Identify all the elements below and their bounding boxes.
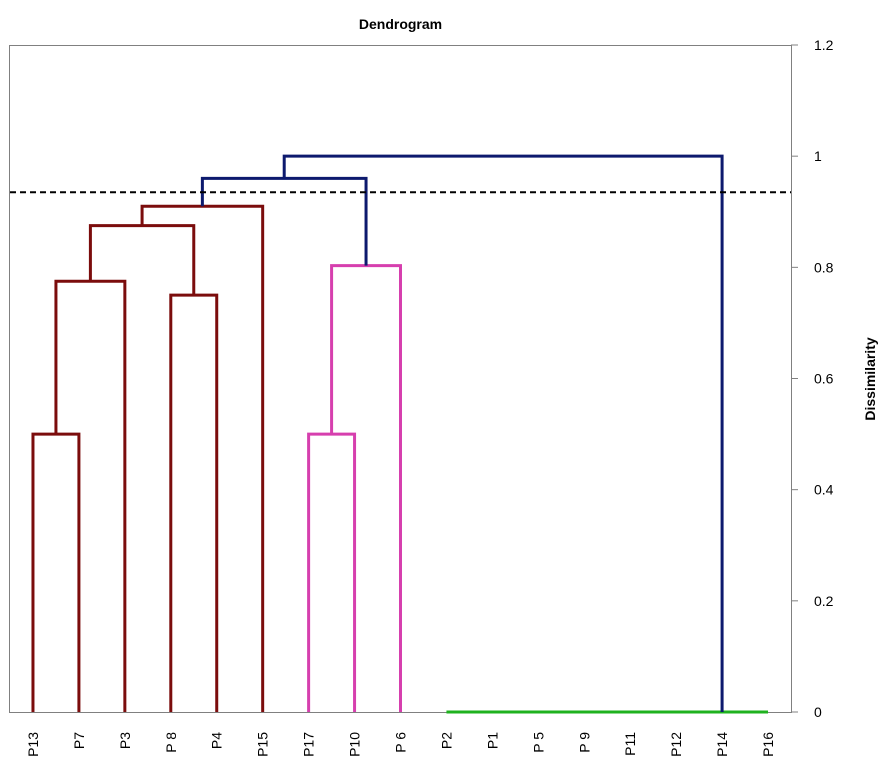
- dendrogram-link-m4: [88, 224, 196, 296]
- leaf-label: P12: [668, 732, 684, 757]
- leaf-label: P10: [347, 732, 363, 757]
- y-tick-label: 0: [814, 704, 822, 720]
- leaf-label: P17: [301, 732, 317, 757]
- y-tick-label: 0.6: [814, 371, 834, 387]
- leaf-label: P7: [71, 732, 87, 749]
- y-axis: 0 0.2 0.4 0.6 0.8 1 1.2: [791, 37, 834, 720]
- leaf-label: P1: [484, 732, 500, 749]
- leaf-label: P11: [622, 732, 638, 756]
- chart-title: Dendrogram: [358, 16, 443, 32]
- leaf-label: P 9: [576, 732, 592, 753]
- leaf-label: P3: [117, 732, 133, 749]
- y-axis-label: Dissimilarity: [862, 337, 878, 420]
- leaf-label: P15: [255, 732, 271, 757]
- dendrogram-link-m1: [31, 432, 81, 712]
- dendrogram-link-m9: [282, 154, 724, 712]
- y-tick-label: 1.2: [814, 37, 834, 53]
- dendrogram-link-m5: [140, 204, 265, 712]
- dendrogram-link-m2: [54, 279, 127, 712]
- leaf-label: P2: [438, 732, 454, 749]
- y-tick-label: 0.8: [814, 259, 834, 275]
- y-tick-label: 1: [814, 148, 822, 164]
- leaf-label: P14: [714, 732, 730, 757]
- x-axis-labels: P13 P7 P3 P 8 P4 P15 P17 P10 P 6 P2 P1 P 5 P 9 P11 P12…: [25, 732, 776, 757]
- leaf-label: P 6: [393, 732, 409, 753]
- dendrogram-links: [31, 154, 769, 714]
- leaf-label: P16: [760, 732, 776, 757]
- leaf-label: P 5: [530, 732, 546, 753]
- leaf-label: P4: [209, 732, 225, 749]
- dendrogram-link-m6: [307, 432, 357, 712]
- y-tick-label: 0.2: [814, 593, 834, 609]
- leaf-label: P 8: [163, 732, 179, 753]
- dendrogram-link-m7: [330, 264, 402, 712]
- dendrogram-link-m3: [169, 293, 219, 712]
- leaf-label: P13: [25, 732, 41, 757]
- y-tick-label: 0.4: [814, 482, 834, 498]
